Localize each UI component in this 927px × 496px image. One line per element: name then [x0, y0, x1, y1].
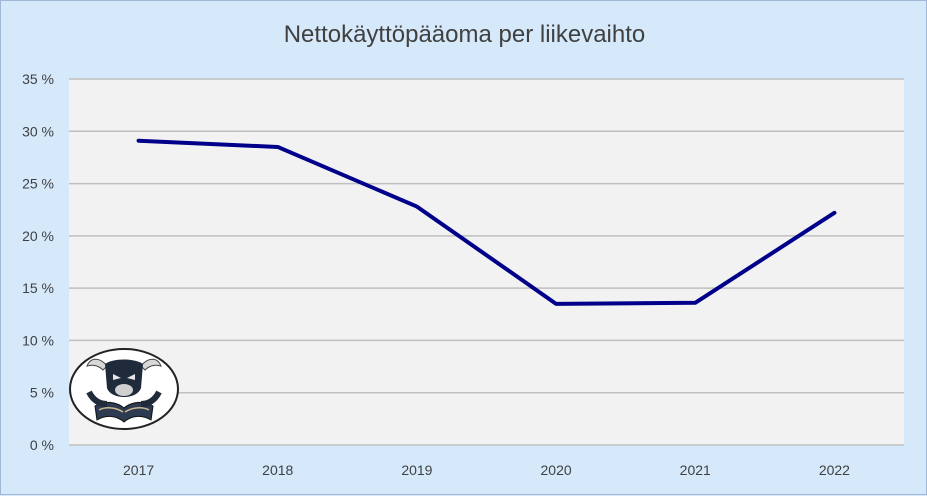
- y-tick-label: 0 %: [30, 437, 54, 453]
- plot-area: [69, 79, 904, 445]
- y-tick-label: 15 %: [22, 280, 54, 296]
- x-axis-ticks: 2017 2018 2019 2020 2021 2022: [123, 462, 850, 478]
- gridlines: [69, 78, 904, 446]
- x-tick-label: 2021: [680, 462, 711, 478]
- x-tick-label: 2019: [401, 462, 432, 478]
- series-line: [136, 138, 837, 306]
- x-tick-label: 2017: [123, 462, 154, 478]
- y-tick-label: 10 %: [22, 332, 54, 348]
- bull-reading-book-icon: [69, 348, 179, 430]
- y-tick-label: 35 %: [22, 71, 54, 87]
- series-group: [136, 138, 837, 306]
- y-axis-ticks: 0 % 5 % 10 % 15 % 20 % 25 % 30 % 35 %: [22, 71, 54, 453]
- chart-title: Nettokäyttöpääoma per liikevaihto: [283, 21, 646, 48]
- x-tick-label: 2022: [819, 462, 850, 478]
- x-tick-label: 2020: [541, 462, 572, 478]
- y-tick-label: 5 %: [30, 385, 54, 401]
- x-tick-label: 2018: [262, 462, 293, 478]
- y-tick-label: 30 %: [22, 123, 54, 139]
- y-tick-label: 20 %: [22, 228, 54, 244]
- y-tick-label: 25 %: [22, 176, 54, 192]
